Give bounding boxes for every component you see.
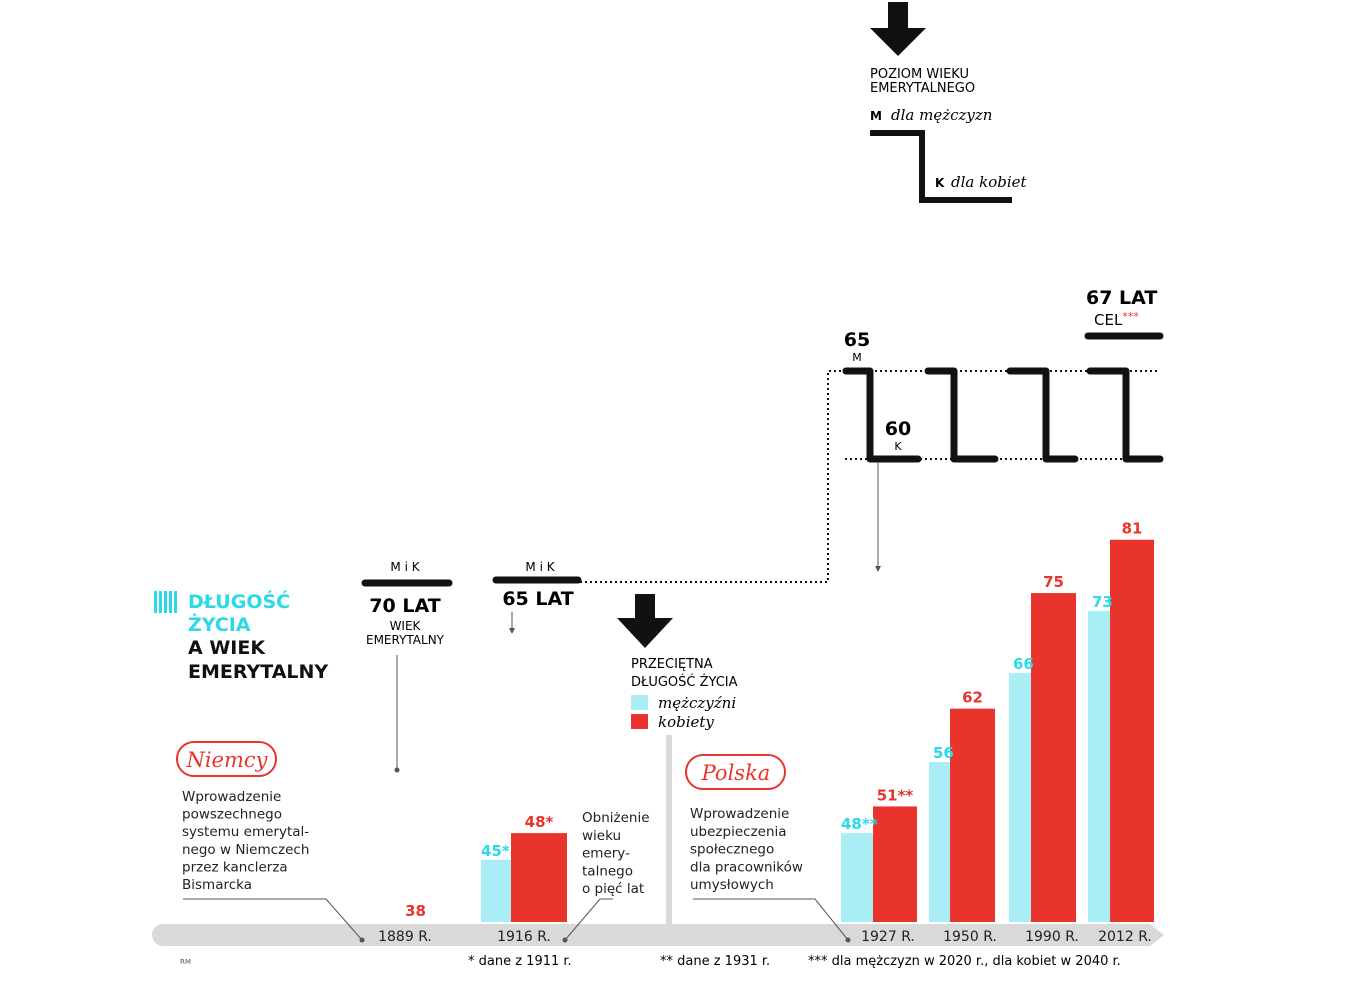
poland-m-key: M [852, 351, 862, 364]
legend-men-label: mężczyźni [658, 694, 736, 712]
bar-label-men-5: 73 [1092, 593, 1113, 611]
legend-women-swatch [631, 714, 648, 729]
life-legend-heading-1: PRZECIĘTNA [631, 657, 713, 672]
retirement-legend-k-text: dla kobiet [951, 173, 1028, 191]
retirement-legend-m-text: dla mężczyzn [891, 106, 992, 124]
germany-label: Niemcy [185, 748, 268, 772]
cut-note-line-2: emery- [582, 846, 630, 862]
poland-note-line-3: dla pracowników [690, 859, 803, 875]
poland-k-age: 60 [885, 418, 911, 440]
footnote-2: ** dane z 1931 r. [660, 954, 770, 969]
legend-women-label: kobiety [658, 713, 714, 731]
timeline-divider [666, 735, 672, 925]
credit: RM [180, 958, 191, 966]
retirement-legend-k-key: K [935, 176, 945, 190]
bar-women-2 [873, 806, 917, 922]
cut-note-line-0: Obniżenie [582, 810, 650, 826]
footnote-1: * dane z 1911 r. [468, 954, 572, 969]
cut-note-leader [564, 898, 613, 941]
bar-label-women-5: 81 [1122, 520, 1143, 538]
poland-note-line-2: społecznego [690, 842, 774, 858]
bar-label-women-4: 75 [1043, 573, 1064, 591]
timeline-baseline [152, 924, 1164, 946]
r1889-sub-2: EMERYTALNY [366, 633, 445, 647]
r1916-age: 65 LAT [502, 588, 573, 610]
legend-men-swatch [631, 695, 648, 710]
poland-m-age: 65 [844, 329, 870, 351]
poland-note-leader [693, 898, 849, 941]
poland-retirement-steps [842, 367, 1164, 463]
poland-k-key: K [894, 440, 902, 453]
bar-label-women-3: 62 [962, 689, 983, 707]
bar-label-men-1: 45* [481, 842, 510, 860]
bar-label-women-0: 38 [405, 902, 426, 920]
germany-note-line-0: Wprowadzenie [182, 789, 281, 805]
poland-note-line-1: ubezpieczenia [690, 824, 787, 840]
title-line-3: A WIEK [188, 637, 266, 659]
poland-note-line-0: Wprowadzenie [690, 806, 789, 822]
germany-note-line-2: systemu emerytal- [182, 824, 309, 840]
r1889-mk: M i K [390, 560, 420, 574]
poland-k-pointer-arrow-icon [875, 566, 881, 572]
bar-women-1 [511, 833, 567, 922]
germany-note-dot [359, 937, 365, 943]
bar-label-women-2: 51** [877, 786, 914, 804]
title-line-1: DŁUGOŚĆ [188, 589, 290, 613]
poland-note: Wprowadzenie ubezpieczenia społecznegodla … [690, 806, 803, 893]
bar-label-women-1: 48* [525, 813, 554, 831]
cut-note-dot [562, 937, 568, 943]
germany-note-leader [183, 898, 363, 941]
poland-badge [685, 754, 786, 790]
target-label: CEL*** [1094, 310, 1139, 329]
category-label-5: 2012 R. [1098, 929, 1152, 945]
cut-note-line-1: wieku [582, 828, 621, 844]
category-labels: 1889 R. 1916 R. 1927 R. 1950 R. 1990 R. 2012 … [378, 929, 1152, 945]
germany-note-line-5: Bismarcka [182, 877, 252, 893]
category-label-1: 1916 R. [497, 929, 551, 945]
germany-note-line-4: przez kanclerza [182, 859, 288, 875]
germany-note-line-3: nego w Niemczech [182, 842, 309, 858]
bar-label-men-4: 66 [1013, 655, 1034, 673]
germany-badge [176, 741, 277, 777]
down-arrow-icon [617, 594, 673, 648]
r1889-age: 70 LAT [369, 595, 440, 617]
title-icon [154, 591, 177, 613]
target-age: 67 LAT [1086, 287, 1157, 309]
germany-note-line-1: powszechnego [182, 807, 282, 823]
bars-group [481, 539, 1154, 922]
r1916-pointer-arrow-icon [509, 628, 515, 634]
germany-cut-note: Obniżenie wieku emery-talnego o pięć lat [582, 810, 650, 897]
down-arrow-icon [870, 2, 926, 56]
r1889-sub-1: WIEK [390, 619, 422, 633]
poland-note-dot [845, 937, 851, 943]
poland-label: Polska [701, 761, 771, 785]
category-label-3: 1950 R. [943, 929, 997, 945]
bar-women-5 [1110, 539, 1154, 922]
title-line-2: ŻYCIA [188, 612, 251, 636]
category-label-0: 1889 R. [378, 929, 432, 945]
cut-note-line-4: o pięć lat [582, 881, 644, 897]
poland-note-line-4: umysłowych [690, 877, 774, 893]
r1916-mk: M i K [525, 560, 555, 574]
life-legend-heading-2: DŁUGOŚĆ ŻYCIA [631, 674, 738, 690]
bar-label-men-3: 56 [933, 744, 954, 762]
target-mark: *** [1122, 310, 1139, 323]
category-label-2: 1927 R. [861, 929, 915, 945]
footnote-3: *** dla mężczyzn w 2020 r., dla kobiet w… [808, 954, 1121, 969]
retirement-legend-m-key: M [870, 109, 882, 123]
r1889-pointer-dot [394, 767, 400, 773]
bar-women-4 [1031, 593, 1076, 922]
category-label-4: 1990 R. [1025, 929, 1079, 945]
retirement-legend-step-icon [870, 130, 1012, 203]
dotted-connector [580, 370, 845, 583]
title-line-4: EMERYTALNY [188, 661, 328, 683]
retirement-legend-heading-1: POZIOM WIEKU [870, 67, 969, 82]
retirement-legend-heading-2: EMERYTALNEGO [870, 81, 975, 96]
bar-label-men-2: 48** [841, 815, 878, 833]
bar-women-3 [950, 708, 995, 922]
cut-note-line-3: talnego [582, 863, 633, 879]
